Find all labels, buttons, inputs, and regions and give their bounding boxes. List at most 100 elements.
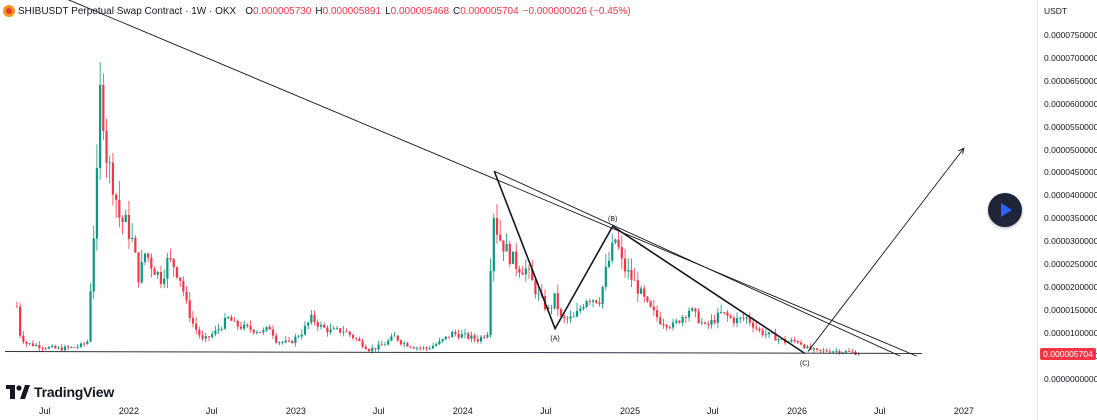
candlestick [825,348,828,353]
symbol-legend[interactable]: SHIBUSDT Perpetual Swap Contract · 1W · … [3,4,631,18]
candlestick [758,327,761,333]
candlestick [188,291,191,323]
candlestick [627,258,630,280]
candlestick [15,301,19,308]
candlestick [73,346,76,348]
candlestick [287,336,291,343]
candlestick [703,321,707,325]
candlestick [268,324,271,330]
candlestick [351,333,355,341]
time-tick-label: Jul [39,406,51,416]
candlestick [665,323,668,331]
price-tick-label: 0.0000400000 [1044,190,1097,201]
candlestick [217,323,220,335]
candlestick [489,258,492,338]
candlestick [655,305,659,322]
candlestick [639,285,643,295]
candlestick [57,346,60,350]
candlestick [745,316,748,324]
candlestick [566,315,569,324]
currency-unit-label: USDT [1044,6,1068,16]
wave-label: (C) [800,360,810,367]
candlestick [83,341,86,347]
arrow-head-icon [958,147,965,155]
candlestick [550,304,553,315]
candlestick [95,144,99,251]
price-tick-label: 0.0000150000 [1044,305,1097,316]
candlestick [479,335,483,344]
candlestick [108,155,111,184]
candlestick [611,233,614,264]
candlestick [54,344,57,349]
candlestick [607,251,611,269]
candlestick [499,220,502,242]
candlestick [182,276,185,297]
candlestick [390,333,393,342]
candlestick [630,258,633,288]
candlestick [431,342,435,349]
candlestick [569,310,572,324]
candlestick [649,300,652,308]
price-tick-label: 0.0000600000 [1044,98,1097,109]
candlestick [207,335,211,342]
price-tick-label: 0.0000250000 [1044,259,1097,270]
candlestick [671,318,675,331]
candlestick [131,223,134,243]
candlestick [275,332,278,344]
descending-resistance-line[interactable] [45,0,917,357]
candlestick [31,340,35,347]
price-tick-label: 0.0000100000 [1044,328,1097,339]
candlestick [556,284,559,317]
candlestick [393,331,396,337]
upper-channel-line[interactable] [494,170,901,357]
wave-label: (A) [550,336,559,343]
play-icon [1001,203,1012,217]
candlestick [319,321,323,330]
symbol-title[interactable]: SHIBUSDT Perpetual Swap Contract · 1W · … [18,5,237,17]
candlestick [361,338,364,349]
horizontal-support-line[interactable] [5,351,922,354]
candlestick [239,321,243,331]
price-tick-label: 0.0000000000 [1044,374,1097,384]
candlestick [537,287,540,301]
drawing-tools [5,0,965,357]
candlestick [220,326,223,332]
candlestick [137,252,140,288]
candlestick [38,341,41,352]
candlestick [716,307,719,329]
time-axis[interactable]: Jul 2022 Jul 2023 Jul 2024 Jul 2025 Jul 2026 Jul 20… [0,396,1037,420]
candlestick [156,270,159,280]
chart-pane[interactable]: (A) (B) (C) SHIBUSDT Perpetual Swap Contra… [0,0,1037,396]
candlestick [79,342,83,349]
candlestick [697,307,700,324]
candlestick [310,309,313,325]
candlestick [710,314,713,329]
abc-wave-line[interactable] [493,170,806,355]
time-tick-label: 2024 [452,406,473,416]
chart-canvas[interactable]: (A) (B) (C) [0,0,1037,396]
candlestick [377,340,380,352]
candlestick [364,344,367,350]
candlestick [118,181,121,228]
time-tick-label: 2022 [118,406,139,416]
candlestick [115,192,118,218]
projection-arrow[interactable] [807,147,965,352]
candlestick [451,330,454,338]
candlestick [502,240,505,262]
play-button[interactable] [988,193,1022,227]
high-label: H [315,5,323,17]
candlestick [19,302,22,338]
candlestick [313,310,316,326]
candlestick [739,316,742,324]
candlestick [329,323,332,335]
candlestick [588,298,591,306]
candlestick [553,293,556,311]
tradingview-logo[interactable]: TradingView [6,384,114,400]
candlestick [595,299,598,304]
price-axis[interactable]: USDT 0.0000750000 0.0000700000 0.000065000… [1037,0,1097,420]
last-price-badge: 0.000005704 [1040,347,1096,360]
candlestick [476,335,479,344]
candlestick [367,347,371,353]
candlestick [211,330,214,339]
candlestick [28,342,31,346]
